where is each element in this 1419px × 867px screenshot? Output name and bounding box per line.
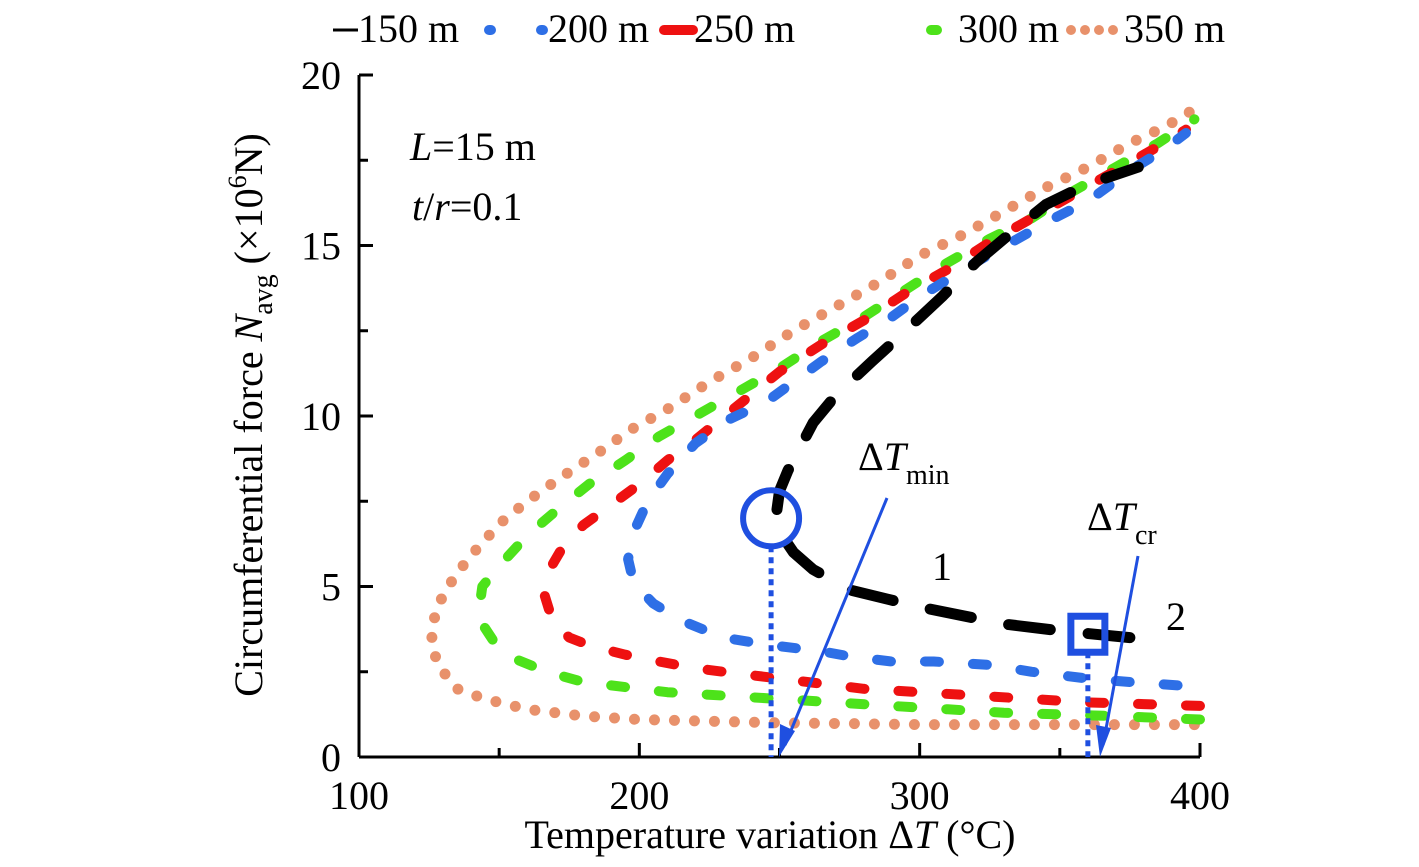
series-250m (539, 124, 1205, 711)
y-axis-title: Circumferential force Navg (×106N) (223, 133, 279, 697)
dt-min-label: ΔTmin (858, 434, 950, 491)
x-tick-label-200: 200 (609, 773, 669, 818)
y-tick-label-10: 10 (301, 394, 341, 439)
series-line (539, 124, 1205, 711)
axes: 0 5 10 15 20 100 200 300 400 (301, 53, 1230, 818)
series-150m (771, 161, 1144, 644)
y-tick-label-15: 15 (301, 224, 341, 269)
legend-label-350m: 350 m (1124, 6, 1225, 51)
x-tick-label-400: 400 (1170, 773, 1230, 818)
curve-label-2: 2 (1166, 594, 1186, 639)
y-tick-label-5: 5 (321, 565, 341, 610)
dt-cr-arrow-line (1101, 555, 1140, 746)
dt-min-arrow-line (783, 497, 889, 746)
x-tick-label-100: 100 (329, 773, 389, 818)
dt-cr-arrowhead (1096, 725, 1111, 757)
series-line (771, 161, 1144, 644)
y-tick-label-20: 20 (301, 53, 341, 98)
legend-label-200m: 200 m (548, 6, 649, 51)
series-line (426, 103, 1200, 731)
dt-min-arrowhead (779, 724, 795, 757)
legend-label-250m: 250 m (694, 6, 795, 51)
legend-label-300m: 300 m (958, 6, 1059, 51)
y-ticks: 0 5 10 15 20 (301, 53, 373, 780)
curve-label-1: 1 (932, 544, 952, 589)
param-thickness-ratio: t/r=0.1 (412, 184, 522, 229)
legend-label-150m: 150 m (358, 6, 459, 51)
series-layer (426, 103, 1205, 731)
dt-cr-label: ΔTcr (1087, 494, 1157, 551)
series-350m (426, 103, 1200, 731)
y-tick-label-0: 0 (321, 735, 341, 780)
x-axis-title: Temperature variation ΔT (°C) (524, 812, 1015, 857)
param-length: L=15 m (409, 124, 536, 169)
dt-cr-annotation: ΔTcr (1067, 494, 1157, 757)
dt-min-marker-circle (740, 487, 803, 550)
dt-min-annotation: ΔTmin (740, 434, 950, 757)
x-ticks: 100 200 300 400 (329, 743, 1230, 818)
x-tick-label-300: 300 (890, 773, 950, 818)
legend: 150 m 200 m 250 m 300 m 350 m (333, 6, 1225, 51)
